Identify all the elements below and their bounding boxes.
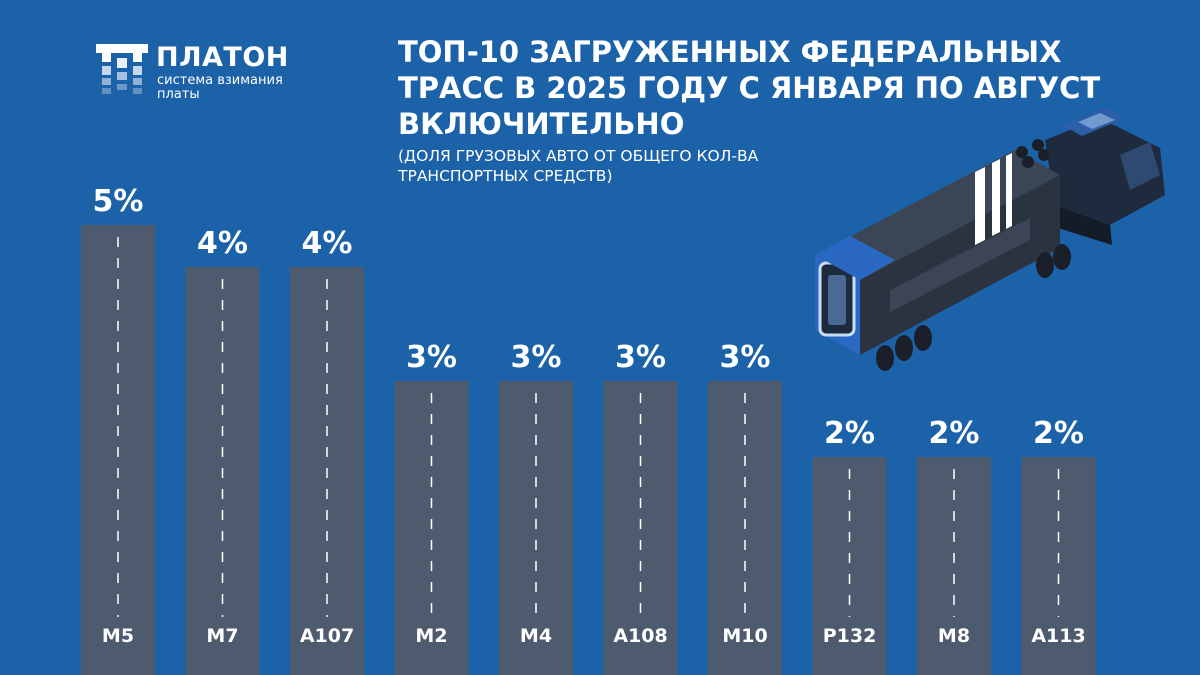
category-label: М2 [415,625,447,647]
chart-title: ТОП-10 загруженных федеральных трасс в 2… [398,35,1101,141]
data-label: 5% [93,184,144,219]
category-label: М5 [102,625,134,647]
category-label: А107 [300,625,354,647]
data-label: 3% [406,340,457,375]
category-label: М10 [722,625,767,647]
data-label: 4% [302,226,353,261]
data-label: 3% [615,340,666,375]
logo-subtitle: система взимания платы [157,73,283,102]
category-label: Р132 [823,625,877,647]
category-label: М4 [520,625,552,647]
category-label: М7 [206,625,238,647]
chart-subtitle: (доля грузовых авто от общего кол-ва тра… [398,147,759,185]
logo-title: ПЛАТОН [156,42,289,73]
platon-logo-icon [96,44,148,94]
data-label: 4% [197,226,248,261]
truck-illustration [815,108,1165,371]
data-label: 2% [929,416,980,451]
category-label: М8 [938,625,970,647]
data-label: 3% [511,340,562,375]
category-label: А108 [613,625,667,647]
platon-logo: ПЛАТОН система взимания платы [96,42,316,102]
data-label: 3% [720,340,771,375]
data-label: 2% [824,416,875,451]
category-label: А113 [1031,625,1085,647]
data-label: 2% [1033,416,1084,451]
